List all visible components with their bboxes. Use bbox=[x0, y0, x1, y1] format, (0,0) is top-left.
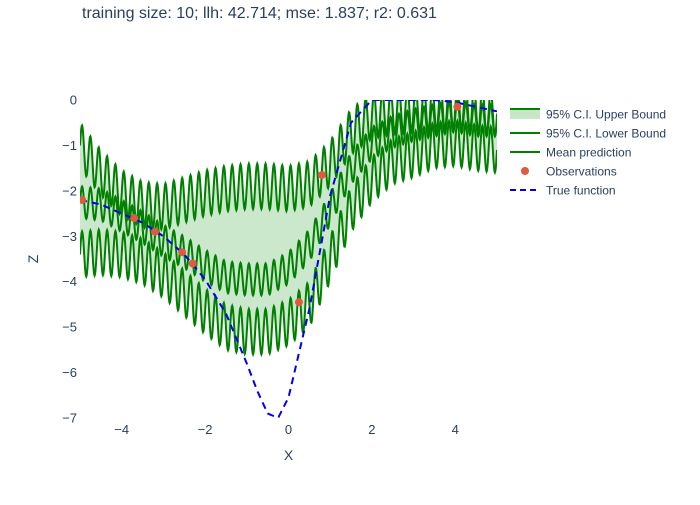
series-mean-prediction bbox=[80, 100, 497, 298]
legend-label: Observations bbox=[546, 165, 617, 179]
legend-item[interactable]: Mean prediction bbox=[510, 146, 631, 160]
plot-area bbox=[80, 100, 497, 418]
x-tick-label: −4 bbox=[114, 422, 129, 437]
legend-item[interactable]: True function bbox=[510, 184, 616, 198]
legend-label: 95% C.I. Lower Bound bbox=[546, 127, 666, 141]
y-tick-label: −1 bbox=[62, 138, 77, 153]
legend-label: Mean prediction bbox=[546, 146, 631, 160]
x-tick-label: 4 bbox=[452, 422, 459, 437]
y-axis-ticks: 0 −1 −2 −3 −4 −5 −6 −7 bbox=[62, 93, 77, 426]
legend-item[interactable]: 95% C.I. Upper Bound bbox=[510, 108, 666, 122]
observation-point bbox=[453, 102, 462, 111]
observation-point bbox=[317, 170, 326, 179]
series-lower-bound bbox=[80, 118, 497, 358]
x-tick-label: 2 bbox=[368, 422, 375, 437]
observation-point bbox=[188, 259, 197, 268]
legend-label: True function bbox=[546, 184, 616, 198]
legend-label: 95% C.I. Upper Bound bbox=[546, 108, 666, 122]
x-axis-ticks: −4 −2 0 2 4 bbox=[114, 422, 459, 437]
x-tick-label: −2 bbox=[198, 422, 213, 437]
chart-title: training size: 10; llh: 42.714; mse: 1.8… bbox=[82, 5, 437, 22]
y-tick-label: −4 bbox=[62, 274, 77, 289]
legend-item[interactable]: 95% C.I. Lower Bound bbox=[510, 127, 666, 141]
x-axis-label: X bbox=[284, 447, 294, 463]
y-tick-label: −7 bbox=[62, 411, 77, 426]
legend-swatch-band bbox=[510, 109, 540, 119]
series-true-function bbox=[80, 100, 497, 418]
legend: 95% C.I. Upper Bound 95% C.I. Lower Bound… bbox=[510, 108, 666, 198]
legend-item[interactable]: Observations bbox=[521, 165, 617, 179]
observation-point bbox=[178, 248, 187, 257]
y-tick-label: −6 bbox=[62, 365, 77, 380]
y-tick-label: −3 bbox=[62, 229, 77, 244]
y-axis-label: Z bbox=[25, 254, 41, 263]
y-tick-label: 0 bbox=[70, 93, 77, 108]
observation-point bbox=[80, 195, 87, 204]
observation-point bbox=[130, 214, 139, 223]
y-tick-label: −2 bbox=[62, 183, 77, 198]
x-tick-label: 0 bbox=[285, 422, 292, 437]
legend-swatch-marker bbox=[521, 167, 529, 175]
observation-point bbox=[151, 227, 160, 236]
y-tick-label: −5 bbox=[62, 320, 77, 335]
observation-point bbox=[294, 298, 303, 307]
